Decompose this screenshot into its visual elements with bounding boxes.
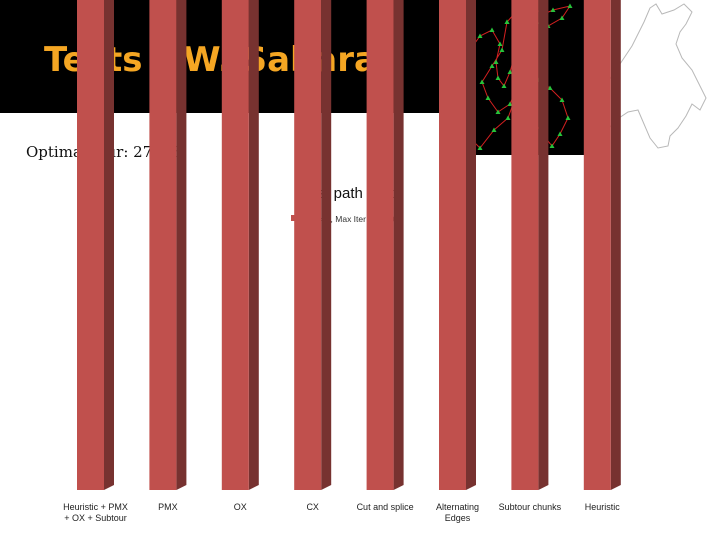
tour-node-16 xyxy=(497,41,503,46)
bar-front-6 xyxy=(511,0,539,490)
tour-node-18 xyxy=(477,33,483,38)
bar-7 xyxy=(583,0,621,491)
tour-node-40 xyxy=(507,101,513,106)
tour-node-32 xyxy=(549,143,555,148)
category-label-2: OX xyxy=(234,502,247,512)
bar-side-4 xyxy=(393,0,404,490)
bar-side-2 xyxy=(248,0,259,490)
bar-front-0 xyxy=(77,0,104,491)
category-label-7: Heuristic xyxy=(585,502,621,512)
bar-front-2 xyxy=(221,0,249,491)
bar-front-5 xyxy=(439,0,466,491)
tour-node-14 xyxy=(495,75,501,80)
tour-node-34 xyxy=(565,115,571,120)
bar-side-6 xyxy=(538,0,549,490)
bar-6 xyxy=(511,0,549,490)
tour-node-4 xyxy=(550,7,556,12)
bar-front-3 xyxy=(294,0,322,490)
bar-side-1 xyxy=(176,0,187,490)
bar-front-7 xyxy=(583,0,611,491)
bar-side-3 xyxy=(321,0,332,490)
tour-node-33 xyxy=(557,131,563,136)
tour-node-35 xyxy=(559,97,565,102)
tour-node-36 xyxy=(547,85,553,90)
category-label-6: Subtour chunks xyxy=(499,502,562,512)
category-label-4: Cut and splice xyxy=(357,502,414,512)
tour-node-27 xyxy=(505,115,511,120)
category-label-3: CX xyxy=(306,502,319,512)
bar-side-0 xyxy=(104,0,114,490)
bar-side-5 xyxy=(466,0,476,490)
tour-node-45 xyxy=(499,47,505,52)
bar-5 xyxy=(439,0,476,491)
bar-front-1 xyxy=(149,0,177,491)
tour-node-46 xyxy=(504,19,510,24)
tour-node-15 xyxy=(493,59,499,64)
tour-node-12 xyxy=(507,69,513,74)
bar-side-7 xyxy=(610,0,621,490)
tour-node-5 xyxy=(567,3,573,8)
bar-2 xyxy=(221,0,259,491)
tour-node-41 xyxy=(495,109,501,114)
category-label-5: Alternating Edges xyxy=(436,502,479,523)
legend-label: Pop = 8, Max Iter = 20000 xyxy=(301,214,400,224)
tour-node-43 xyxy=(479,79,485,84)
tour-node-25 xyxy=(477,145,483,150)
bar-3 xyxy=(294,0,332,490)
category-label-0: Heuristic + PMX + OX + Subtour xyxy=(63,502,128,523)
tour-node-44 xyxy=(489,63,495,68)
bar-4 xyxy=(366,0,404,490)
legend-swatch xyxy=(291,215,297,221)
category-label-1: PMX xyxy=(158,502,178,512)
tour-node-42 xyxy=(485,95,491,100)
tour-node-17 xyxy=(489,27,495,32)
bar-0 xyxy=(77,0,114,491)
tour-node-26 xyxy=(491,127,497,132)
tour-node-13 xyxy=(501,83,507,88)
bar-front-4 xyxy=(366,0,394,490)
bar-1 xyxy=(149,0,187,491)
tour-node-6 xyxy=(559,15,565,20)
